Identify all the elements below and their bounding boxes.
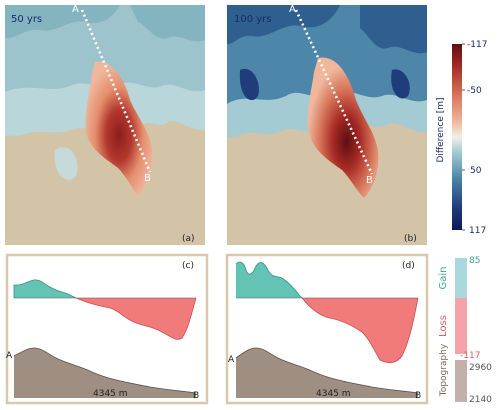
legend-loss-value: -117 (460, 351, 480, 361)
map-b-point-a: A (289, 4, 296, 15)
profile-d-panel-label: (d) (402, 261, 415, 271)
legend-topo-label: Topography (439, 343, 449, 397)
legend-topo-min: 2140 (469, 395, 492, 405)
profile-c-point-b: B (193, 391, 199, 401)
map-b-panel-label: (b) (404, 234, 417, 244)
profile-legend (455, 258, 467, 402)
map-panel-a (5, 5, 205, 245)
legend-loss-swatch (455, 298, 467, 354)
colorbar-tick-2: -50 (467, 86, 482, 96)
map-b-time-label: 100 yrs (234, 14, 272, 25)
profile-d-point-a: A (228, 355, 235, 365)
map-a-panel-label: (a) (182, 234, 195, 244)
colorbar-tick-4: 117 (469, 226, 486, 236)
legend-gain-swatch (455, 258, 467, 298)
profile-d-distance-label: 4345 m (316, 389, 351, 399)
colorbar-tick-1: -117 (467, 40, 487, 50)
difference-colorbar (452, 43, 465, 231)
profile-c-panel-label: (c) (182, 261, 194, 271)
legend-topo-max: 2960 (469, 363, 492, 373)
legend-gain-value: 85 (469, 256, 480, 266)
colorbar-label: Difference [m] (436, 97, 446, 162)
profile-d-point-b: B (415, 391, 421, 401)
profile-panel-c (5, 253, 209, 405)
map-panel-b (227, 5, 427, 245)
colorbar-tick-3: 50 (470, 166, 482, 176)
legend-topo-swatch (455, 360, 467, 402)
map-a-point-b: B (144, 173, 151, 184)
profile-c-point-a: A (6, 351, 13, 361)
map-a-point-a: A (72, 4, 79, 15)
legend-loss-label: Loss (438, 315, 449, 337)
legend-gain-label: Gain (438, 267, 449, 290)
map-b-point-b: B (366, 175, 373, 186)
profile-c-distance-label: 4345 m (93, 389, 128, 399)
map-a-time-label: 50 yrs (11, 14, 42, 25)
profile-panel-d (225, 253, 429, 405)
